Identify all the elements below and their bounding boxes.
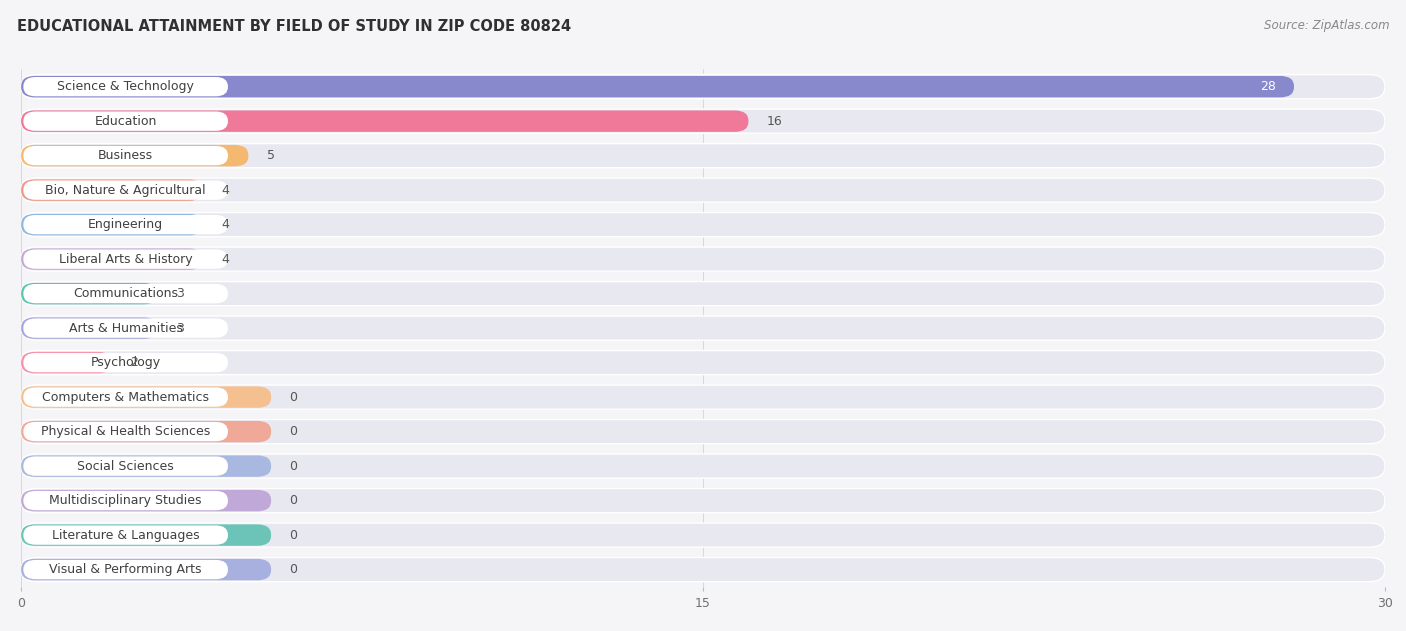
FancyBboxPatch shape [24,77,228,97]
Text: 0: 0 [290,529,297,541]
FancyBboxPatch shape [24,146,228,165]
Text: Literature & Languages: Literature & Languages [52,529,200,541]
FancyBboxPatch shape [24,215,228,234]
FancyBboxPatch shape [21,420,1385,444]
Text: 0: 0 [290,563,297,576]
Text: Multidisciplinary Studies: Multidisciplinary Studies [49,494,202,507]
FancyBboxPatch shape [24,112,228,131]
Text: Arts & Humanities: Arts & Humanities [69,322,183,334]
FancyBboxPatch shape [24,560,228,579]
FancyBboxPatch shape [21,490,271,511]
Text: Communications: Communications [73,287,179,300]
Text: 16: 16 [766,115,782,127]
FancyBboxPatch shape [21,74,1385,98]
Text: Psychology: Psychology [90,356,160,369]
Text: 0: 0 [290,459,297,473]
Text: 4: 4 [221,252,229,266]
Text: Education: Education [94,115,157,127]
FancyBboxPatch shape [21,317,157,339]
Text: 5: 5 [267,149,274,162]
FancyBboxPatch shape [21,249,202,270]
FancyBboxPatch shape [24,526,228,545]
Text: Science & Technology: Science & Technology [58,80,194,93]
Text: 3: 3 [176,287,184,300]
FancyBboxPatch shape [21,421,271,442]
FancyBboxPatch shape [24,387,228,407]
FancyBboxPatch shape [21,109,1385,133]
FancyBboxPatch shape [21,454,1385,478]
FancyBboxPatch shape [21,559,271,581]
Text: EDUCATIONAL ATTAINMENT BY FIELD OF STUDY IN ZIP CODE 80824: EDUCATIONAL ATTAINMENT BY FIELD OF STUDY… [17,19,571,34]
FancyBboxPatch shape [21,281,1385,305]
FancyBboxPatch shape [21,524,271,546]
FancyBboxPatch shape [24,180,228,200]
Text: Social Sciences: Social Sciences [77,459,174,473]
FancyBboxPatch shape [24,284,228,304]
FancyBboxPatch shape [21,179,202,201]
FancyBboxPatch shape [21,351,1385,375]
FancyBboxPatch shape [21,316,1385,340]
FancyBboxPatch shape [24,249,228,269]
FancyBboxPatch shape [21,385,1385,409]
Text: Business: Business [98,149,153,162]
Text: 0: 0 [290,494,297,507]
FancyBboxPatch shape [21,214,202,235]
Text: Source: ZipAtlas.com: Source: ZipAtlas.com [1264,19,1389,32]
FancyBboxPatch shape [24,456,228,476]
FancyBboxPatch shape [21,488,1385,512]
FancyBboxPatch shape [24,422,228,441]
Text: Engineering: Engineering [89,218,163,231]
Text: 3: 3 [176,322,184,334]
Text: Liberal Arts & History: Liberal Arts & History [59,252,193,266]
Text: 0: 0 [290,425,297,438]
Text: 0: 0 [290,391,297,404]
FancyBboxPatch shape [21,456,271,477]
Text: 28: 28 [1260,80,1275,93]
FancyBboxPatch shape [21,213,1385,237]
FancyBboxPatch shape [21,110,748,132]
FancyBboxPatch shape [21,352,112,374]
FancyBboxPatch shape [21,558,1385,582]
FancyBboxPatch shape [21,283,157,304]
Text: Computers & Mathematics: Computers & Mathematics [42,391,209,404]
Text: 2: 2 [131,356,138,369]
Text: 4: 4 [221,218,229,231]
FancyBboxPatch shape [21,144,1385,168]
Text: Visual & Performing Arts: Visual & Performing Arts [49,563,202,576]
FancyBboxPatch shape [21,247,1385,271]
FancyBboxPatch shape [21,386,271,408]
FancyBboxPatch shape [24,353,228,372]
FancyBboxPatch shape [21,523,1385,547]
Text: 4: 4 [221,184,229,197]
FancyBboxPatch shape [24,491,228,510]
FancyBboxPatch shape [21,145,249,167]
Text: Bio, Nature & Agricultural: Bio, Nature & Agricultural [45,184,205,197]
FancyBboxPatch shape [21,76,1294,97]
FancyBboxPatch shape [21,178,1385,202]
FancyBboxPatch shape [24,319,228,338]
Text: Physical & Health Sciences: Physical & Health Sciences [41,425,211,438]
